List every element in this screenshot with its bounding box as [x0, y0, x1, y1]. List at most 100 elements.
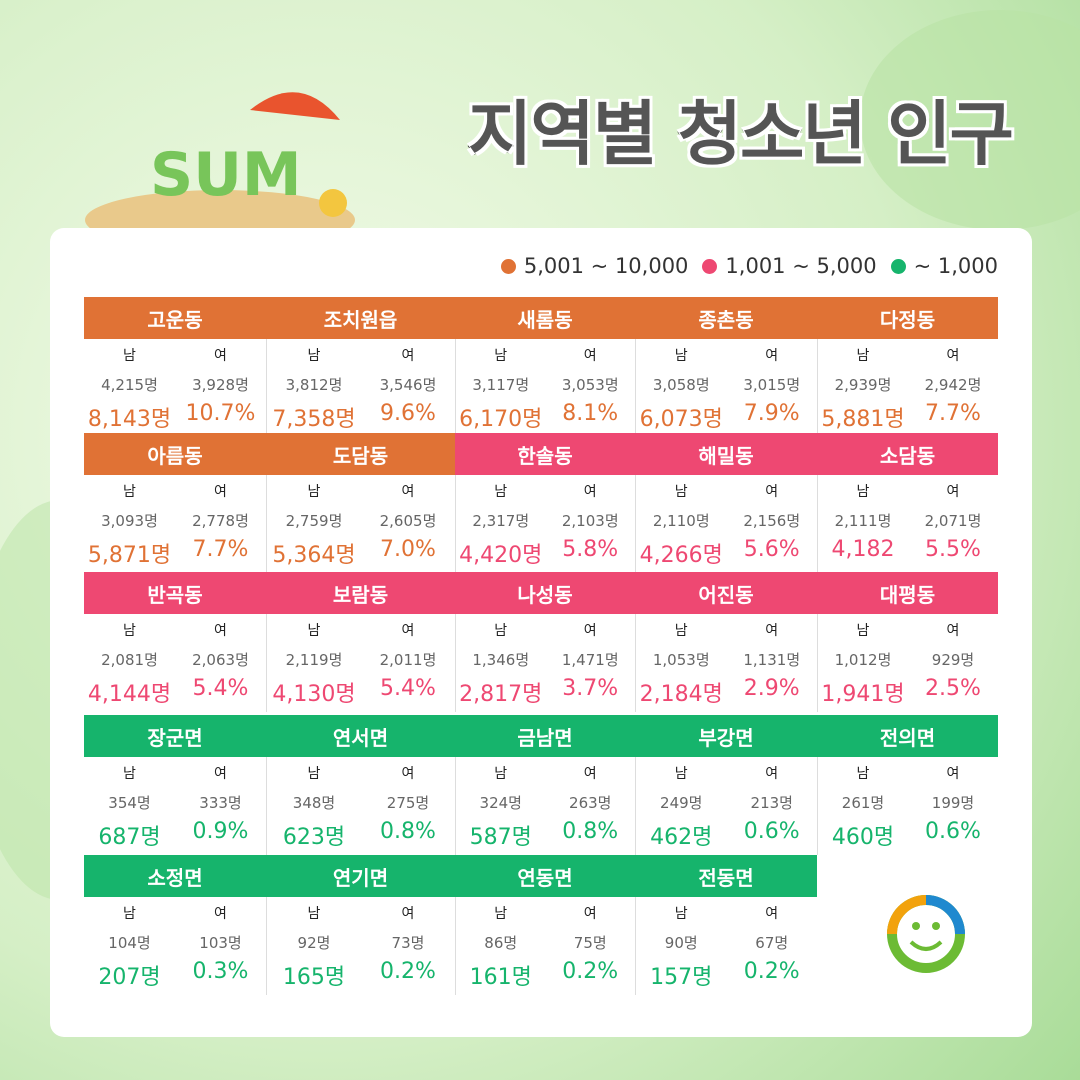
total: 5,364명 — [272, 543, 356, 568]
region-body: 남 여 3,117명 3,053명 6,170명 8.1% — [455, 339, 635, 437]
legend-label: 1,001 ~ 5,000 — [725, 254, 877, 278]
male-label: 남 — [307, 348, 321, 364]
male-count: 249명 — [660, 794, 703, 812]
female-count: 1,471명 — [561, 651, 619, 669]
region-name: 조치원읍 — [266, 297, 455, 339]
share: 0.2% — [562, 959, 619, 984]
share: 10.7% — [185, 401, 256, 426]
male-count: 2,110명 — [652, 512, 710, 530]
total: 5,881명 — [821, 407, 905, 432]
female-label: 여 — [401, 906, 415, 922]
male-label: 남 — [674, 766, 688, 782]
region-cell: 소정면 남 여 104명 103명 207명 0.3% — [84, 855, 266, 995]
total: 460명 — [831, 825, 895, 850]
female-count: 75명 — [573, 934, 607, 952]
total: 6,170명 — [459, 407, 543, 432]
female-label: 여 — [765, 906, 779, 922]
female-label: 여 — [583, 766, 597, 782]
region-name: 연동면 — [455, 855, 635, 897]
female-count: 3,053명 — [561, 376, 619, 394]
female-count: 103명 — [199, 934, 242, 952]
male-label: 남 — [123, 348, 136, 364]
female-count: 2,063명 — [192, 651, 249, 669]
female-count: 2,156명 — [743, 512, 801, 530]
female-label: 여 — [583, 906, 597, 922]
male-label: 남 — [856, 766, 870, 782]
female-label: 여 — [583, 484, 597, 500]
male-count: 4,215명 — [101, 376, 158, 394]
female-label: 여 — [583, 623, 597, 639]
share: 3.7% — [562, 676, 619, 701]
share: 5.4% — [192, 676, 249, 701]
male-label: 남 — [307, 766, 321, 782]
total: 6,073명 — [639, 407, 723, 432]
legend-dot — [500, 258, 516, 274]
male-count: 104명 — [108, 934, 151, 952]
male-label: 남 — [307, 623, 321, 639]
region-name: 금남면 — [455, 715, 635, 757]
total: 2,184명 — [639, 682, 723, 707]
region-name: 장군면 — [84, 715, 266, 757]
region-name: 전의면 — [817, 715, 998, 757]
total: 157명 — [650, 965, 713, 990]
male-label: 남 — [123, 906, 136, 922]
region-cell: 장군면 남 여 354명 333명 687명 0.9% — [84, 715, 266, 855]
share: 0.8% — [562, 819, 619, 844]
female-count: 2,011명 — [379, 651, 437, 669]
male-count: 1,346명 — [472, 651, 530, 669]
male-label: 남 — [307, 484, 321, 500]
female-count: 3,015명 — [743, 376, 801, 394]
region-cell: 조치원읍 남 여 3,812명 3,546명 7,358명 9.6% — [266, 297, 455, 437]
share: 2.5% — [925, 676, 981, 701]
female-count: 263명 — [569, 794, 612, 812]
region-cell: 금남면 남 여 324명 263명 587명 0.8% — [455, 715, 635, 855]
male-label: 남 — [856, 623, 870, 639]
region-cell: 연기면 남 여 92명 73명 165명 0.2% — [266, 855, 455, 995]
region-name: 해밀동 — [635, 433, 817, 475]
region-body: 남 여 1,346명 1,471명 2,817명 3.7% — [455, 614, 635, 712]
male-label: 남 — [307, 906, 321, 922]
male-count: 1,053명 — [652, 651, 710, 669]
total: 4,420명 — [459, 543, 543, 568]
region-body: 남 여 249명 213명 462명 0.6% — [635, 757, 817, 855]
total: 1,941명 — [821, 682, 905, 707]
share: 5.4% — [380, 676, 436, 701]
region-cell: 소담동 남 여 2,111명 2,071명 4,182 5.5% — [817, 433, 998, 573]
region-body: 남 여 2,759명 2,605명 5,364명 7.0% — [266, 475, 455, 573]
region-body: 남 여 2,317명 2,103명 4,420명 5.8% — [455, 475, 635, 573]
female-count: 929명 — [931, 651, 975, 669]
female-label: 여 — [946, 623, 960, 639]
share: 7.7% — [192, 537, 249, 562]
region-cell: 보람동 남 여 2,119명 2,011명 4,130명 5.4% — [266, 572, 455, 712]
male-count: 86명 — [484, 934, 518, 952]
male-label: 남 — [494, 348, 508, 364]
female-count: 2,605명 — [379, 512, 437, 530]
female-label: 여 — [401, 348, 415, 364]
region-cell: 해밀동 남 여 2,110명 2,156명 4,266명 5.6% — [635, 433, 817, 573]
share: 0.3% — [192, 959, 249, 984]
male-label: 남 — [856, 484, 870, 500]
share: 0.2% — [743, 959, 800, 984]
total: 8,143명 — [87, 407, 172, 432]
male-count: 354명 — [108, 794, 151, 812]
region-cell: 다정동 남 여 2,939명 2,942명 5,881명 7.7% — [817, 297, 998, 437]
female-count: 333명 — [199, 794, 242, 812]
male-label: 남 — [494, 906, 508, 922]
region-cell: 나성동 남 여 1,346명 1,471명 2,817명 3.7% — [455, 572, 635, 712]
region-cell: 부강면 남 여 249명 213명 462명 0.6% — [635, 715, 817, 855]
region-cell: 어진동 남 여 1,053명 1,131명 2,184명 2.9% — [635, 572, 817, 712]
female-count: 2,071명 — [924, 512, 982, 530]
legend: 5,001 ~ 10,000 1,001 ~ 5,000 ~ 1,000 — [495, 254, 998, 278]
total: 161명 — [469, 965, 532, 990]
region-body: 남 여 92명 73명 165명 0.2% — [266, 897, 455, 995]
region-name: 어진동 — [635, 572, 817, 614]
share: 0.6% — [925, 819, 981, 844]
total: 5,871명 — [87, 543, 172, 568]
female-label: 여 — [401, 766, 415, 782]
male-count: 2,317명 — [472, 512, 530, 530]
male-count: 324명 — [479, 794, 522, 812]
region-name: 나성동 — [455, 572, 635, 614]
female-count: 1,131명 — [743, 651, 801, 669]
female-count: 199명 — [931, 794, 975, 812]
